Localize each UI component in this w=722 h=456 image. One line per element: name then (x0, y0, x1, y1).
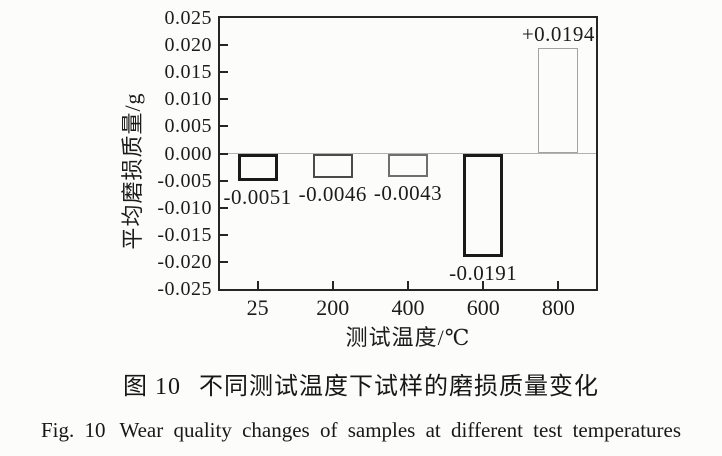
y-tick-label: 0.010 (164, 88, 212, 111)
y-tick-label: -0.010 (157, 196, 212, 219)
caption-english: Fig. 10 Wear quality changes of samples a… (0, 416, 722, 444)
x-tick-mark (331, 281, 334, 289)
y-tick-mark (220, 206, 228, 209)
x-tick-label: 400 (391, 295, 425, 320)
x-tick-label: 800 (541, 295, 575, 320)
y-tick-label: 0.015 (164, 61, 212, 84)
x-tick-mark (482, 281, 485, 289)
y-tick-mark (220, 179, 228, 182)
bar-value-label-600: -0.0191 (449, 261, 518, 286)
y-tick-mark (220, 233, 228, 236)
bar-value-label-400: -0.0043 (373, 180, 443, 205)
bar-25 (237, 153, 278, 182)
x-tick-label: 600 (466, 295, 500, 320)
bar-800 (538, 48, 579, 154)
bar-value-label-25: -0.0051 (223, 185, 292, 210)
x-tick-mark (256, 281, 259, 289)
y-tick-label: -0.005 (157, 169, 212, 192)
bar-600 (463, 153, 504, 258)
y-tick-label: -0.015 (157, 223, 212, 246)
x-tick-mark (557, 281, 560, 289)
y-tick-label: 0.020 (164, 34, 212, 57)
bar-value-label-800: +0.0194 (521, 22, 595, 47)
x-tick-label: 25 (246, 295, 269, 320)
y-tick-mark (220, 260, 228, 263)
y-tick-mark (220, 44, 228, 47)
x-tick-label: 200 (316, 295, 350, 320)
y-tick-mark (220, 98, 228, 101)
y-tick-mark (220, 152, 228, 155)
caption-chinese: 图 10 不同测试温度下试样的磨损质量变化 (0, 372, 722, 402)
y-tick-mark (220, 71, 228, 74)
bar-200 (312, 153, 353, 179)
y-tick-label: 0.005 (164, 115, 212, 138)
caption-english-number: Fig. 10 (40, 418, 106, 442)
caption-chinese-text: 不同测试温度下试样的磨损质量变化 (199, 374, 599, 400)
y-tick-mark (220, 125, 228, 128)
y-tick-label: 0.025 (164, 7, 212, 29)
y-tick-label: -0.025 (157, 278, 212, 300)
plot-area (218, 16, 598, 291)
bar-value-label-200: -0.0046 (298, 182, 367, 207)
x-axis-title: 测试温度/℃ (345, 325, 471, 350)
y-tick-label: -0.020 (157, 250, 212, 273)
caption-english-text: Wear quality changes of samples at diffe… (119, 418, 682, 442)
x-tick-mark (407, 281, 409, 289)
y-tick-label: 0.000 (164, 142, 212, 165)
bar-400 (388, 153, 428, 177)
caption-chinese-number: 图 10 (123, 374, 181, 400)
